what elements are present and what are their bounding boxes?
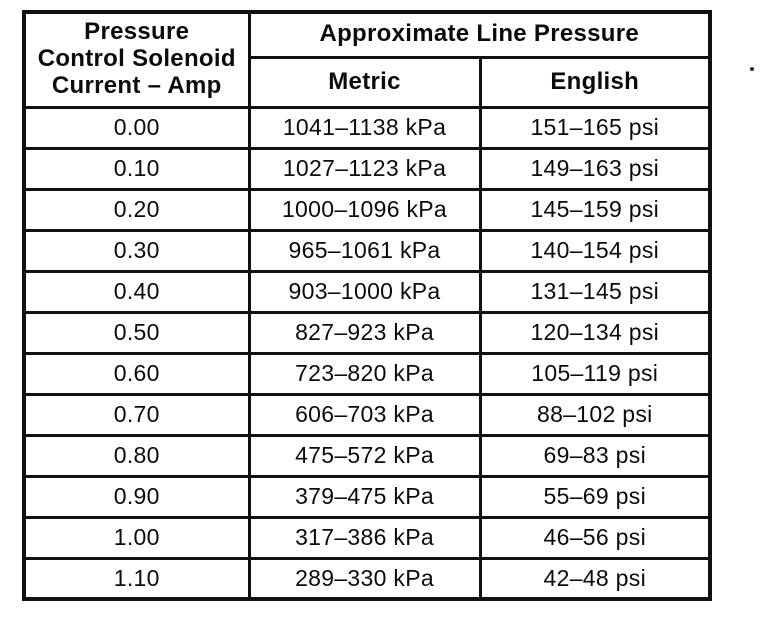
english-value: 140–154 psi <box>478 228 712 273</box>
amp-value: 0.50 <box>22 310 251 355</box>
table-row: 0.20 1000–1096 kPa 145–159 psi <box>22 187 712 232</box>
metric-value: 317–386 kPa <box>247 515 482 560</box>
table-row: 0.90 379–475 kPa 55–69 psi <box>22 474 712 519</box>
table-row: 0.80 475–572 kPa 69–83 psi <box>22 433 712 478</box>
table-row: 0.00 1041–1138 kPa 151–165 psi <box>22 105 712 150</box>
english-value: 149–163 psi <box>478 146 712 191</box>
metric-value: 1041–1138 kPa <box>247 105 482 150</box>
english-value: 88–102 psi <box>478 392 712 437</box>
table-row: 1.00 317–386 kPa 46–56 psi <box>22 515 712 560</box>
table-row: 0.60 723–820 kPa 105–119 psi <box>22 351 712 396</box>
table-row: 0.40 903–1000 kPa 131–145 psi <box>22 269 712 314</box>
header-approximate-line-pressure: Approximate Line Pressure <box>247 10 712 59</box>
table-row: 0.30 965–1061 kPa 140–154 psi <box>22 228 712 273</box>
metric-value: 965–1061 kPa <box>247 228 482 273</box>
english-value: 46–56 psi <box>478 515 712 560</box>
amp-value: 1.00 <box>22 515 251 560</box>
amp-value: 0.60 <box>22 351 251 396</box>
metric-value: 723–820 kPa <box>247 351 482 396</box>
scan-speck <box>750 67 754 71</box>
metric-value: 1027–1123 kPa <box>247 146 482 191</box>
metric-value: 903–1000 kPa <box>247 269 482 314</box>
english-value: 69–83 psi <box>478 433 712 478</box>
table-row: 1.10 289–330 kPa 42–48 psi <box>22 556 712 601</box>
amp-value: 0.70 <box>22 392 251 437</box>
header-english: English <box>478 55 712 109</box>
header-solenoid-current-amp: Pressure Control Solenoid Current – Amp <box>22 10 251 109</box>
amp-value: 0.30 <box>22 228 251 273</box>
amp-value: 0.80 <box>22 433 251 478</box>
amp-value: 0.40 <box>22 269 251 314</box>
english-value: 42–48 psi <box>478 556 712 601</box>
line-pressure-table: Pressure Control Solenoid Current – Amp … <box>22 10 713 601</box>
metric-value: 827–923 kPa <box>247 310 482 355</box>
metric-value: 606–703 kPa <box>247 392 482 437</box>
header-metric: Metric <box>247 55 482 109</box>
english-value: 105–119 psi <box>478 351 712 396</box>
table-row: 0.50 827–923 kPa 120–134 psi <box>22 310 712 355</box>
metric-value: 379–475 kPa <box>247 474 482 519</box>
amp-value: 1.10 <box>22 556 251 601</box>
metric-value: 1000–1096 kPa <box>247 187 482 232</box>
amp-value: 0.20 <box>22 187 251 232</box>
amp-value: 0.10 <box>22 146 251 191</box>
table-row: 0.10 1027–1123 kPa 149–163 psi <box>22 146 712 191</box>
table-row: 0.70 606–703 kPa 88–102 psi <box>22 392 712 437</box>
english-value: 151–165 psi <box>478 105 712 150</box>
amp-value: 0.00 <box>22 105 251 150</box>
metric-value: 289–330 kPa <box>247 556 482 601</box>
amp-value: 0.90 <box>22 474 251 519</box>
english-value: 131–145 psi <box>478 269 712 314</box>
english-value: 120–134 psi <box>478 310 712 355</box>
english-value: 55–69 psi <box>478 474 712 519</box>
metric-value: 475–572 kPa <box>247 433 482 478</box>
english-value: 145–159 psi <box>478 187 712 232</box>
